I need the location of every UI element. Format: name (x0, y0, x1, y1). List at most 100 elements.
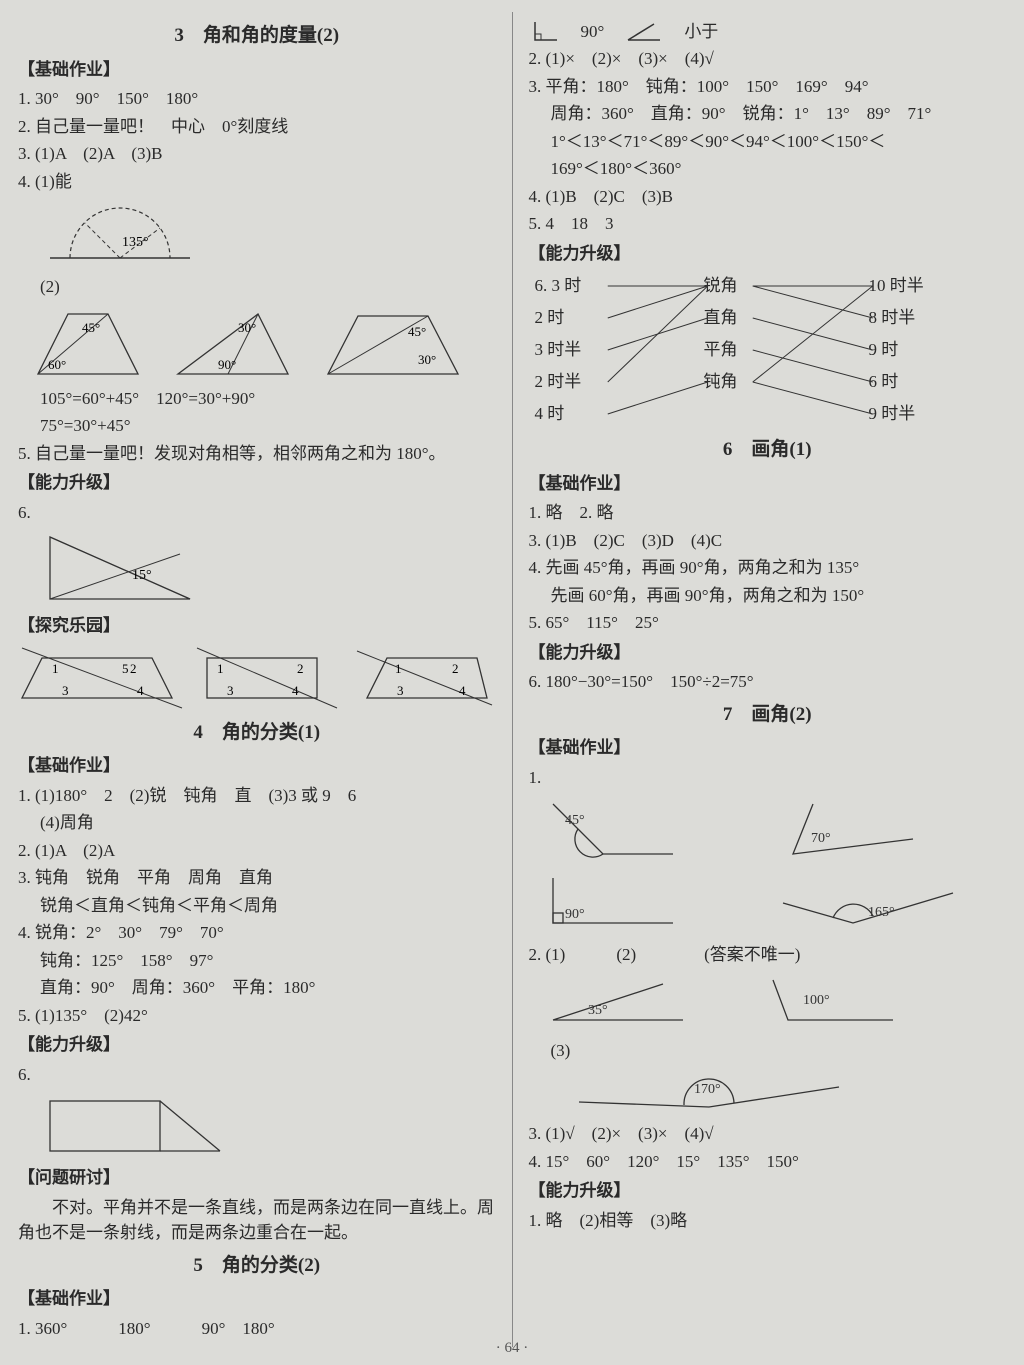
r-q4: 4. (1)B (2)C (3)B (529, 184, 1007, 210)
svg-text:170°: 170° (694, 1082, 721, 1097)
l-q3: 3. (1)A (2)A (3)B (18, 141, 496, 167)
s7-q5: 1. 略 (2)相等 (3)略 (529, 1208, 1007, 1234)
s4-q4b: 钝角：125° 158° 97° (40, 948, 496, 974)
svg-text:30°: 30° (418, 352, 436, 367)
section-5-title: 5 角的分类(2) (18, 1252, 496, 1281)
match-right-0: 10 时半 (869, 270, 924, 302)
svg-text:3: 3 (397, 683, 404, 698)
s4-q3b: 锐角＜直角＜钝角＜平角＜周角 (40, 893, 496, 919)
svg-text:45°: 45° (82, 320, 100, 335)
right-column: 90° 小于 2. (1)× (2)× (3)× (4)√ 3. 平角：180°… (523, 12, 1013, 1347)
s4-q2: 2. (1)A (2)A (18, 838, 496, 864)
heading-ability-7: 【能力升级】 (529, 1178, 1007, 1204)
figure-angle-170: 170° (569, 1067, 1007, 1117)
s6-q3: 3. (1)B (2)C (3)D (4)C (529, 528, 1007, 554)
figure-angles-row1: 45° 70° (533, 794, 1007, 864)
svg-text:60°: 60° (48, 357, 66, 372)
heading-ability-r: 【能力升级】 (529, 241, 1007, 267)
match-left-1: 2 时 (535, 302, 582, 334)
s7-q1: 1. (529, 765, 1007, 791)
l-eq2: 75°=30°+45° (40, 413, 496, 439)
match-mid-1: 直角 (704, 302, 738, 334)
match-right-1: 8 时半 (869, 302, 924, 334)
svg-text:3: 3 (62, 683, 69, 698)
l-q1: 1. 30° 90° 150° 180° (18, 86, 496, 112)
heading-basic-1: 【基础作业】 (18, 57, 496, 83)
section-6-title: 6 画角(1) (529, 436, 1007, 465)
svg-text:2: 2 (452, 661, 459, 676)
s4-q6: 6. (18, 1062, 496, 1088)
s6-q4a: 4. 先画 45°角，再画 90°角，两角之和为 135° (529, 555, 1007, 581)
svg-text:100°: 100° (803, 993, 830, 1008)
page-number: · 64 · (0, 1337, 1024, 1360)
s4-q4c: 直角：90° 周角：360° 平角：180° (40, 975, 496, 1001)
svg-text:90°: 90° (565, 907, 585, 922)
svg-text:2: 2 (130, 661, 137, 676)
s7-q3: 3. (1)√ (2)× (3)× (4)√ (529, 1121, 1007, 1147)
r-top-row: 90° 小于 (529, 18, 1007, 44)
section-4-title: 4 角的分类(1) (18, 719, 496, 748)
l-q4a: 4. (1)能 (18, 169, 496, 195)
figure-explore-shapes: 15 2 34 12 34 12 34 (22, 643, 496, 713)
s6-q4b: 先画 60°角，再画 90°角，两角之和为 150° (551, 583, 1007, 609)
svg-text:4: 4 (459, 683, 466, 698)
r-q3c: 1°＜13°＜71°＜89°＜90°＜94°＜100°＜150°＜ (551, 129, 1007, 155)
r-q5: 5. 4 18 3 (529, 211, 1007, 237)
l-q2: 2. 自己量一量吧！ 中心 0°刻度线 (18, 114, 496, 140)
r-top-90: 90° (581, 19, 605, 45)
match-mid-col: 锐角 直角 平角 钝角 (704, 270, 738, 398)
left-column: 3 角和角的度量(2) 【基础作业】 1. 30° 90° 150° 180° … (12, 12, 502, 1347)
s7-q2: 2. (1) (2) (答案不唯一) (529, 942, 1007, 968)
figure-angles-row3: 35° 100° (533, 972, 1007, 1034)
s6-q6: 6. 180°−30°=150° 150°÷2=75° (529, 669, 1007, 695)
matching-lines (529, 270, 1007, 430)
svg-text:165°: 165° (868, 905, 895, 920)
heading-basic-2: 【基础作业】 (18, 753, 496, 779)
svg-text:45°: 45° (408, 324, 426, 339)
svg-text:30°: 30° (238, 320, 256, 335)
svg-text:15°: 15° (132, 568, 152, 583)
match-right-2: 9 时 (869, 334, 924, 366)
match-left-col: 6. 3 时 2 时 3 时半 2 时半 4 时 (535, 270, 582, 430)
heading-ability-1: 【能力升级】 (18, 470, 496, 496)
match-left-0: 6. 3 时 (535, 270, 582, 302)
match-mid-3: 钝角 (704, 366, 738, 398)
s4-q4: 4. 锐角：2° 30° 79° 70° (18, 920, 496, 946)
svg-text:1: 1 (395, 661, 402, 676)
r-q3a: 3. 平角：180° 钝角：100° 150° 169° 94° (529, 74, 1007, 100)
s4-q1b: (4)周角 (40, 810, 496, 836)
r-q3b: 周角：360° 直角：90° 锐角：1° 13° 89° 71° (551, 101, 1007, 127)
heading-basic-7: 【基础作业】 (529, 735, 1007, 761)
heading-ability-2: 【能力升级】 (18, 1032, 496, 1058)
svg-text:4: 4 (137, 683, 144, 698)
match-mid-0: 锐角 (704, 270, 738, 302)
s7-q2-3: (3) (551, 1038, 1007, 1064)
heading-explore: 【探究乐园】 (18, 613, 496, 639)
r-q3d: 169°＜180°＜360° (551, 156, 1007, 182)
figure-15deg: 15° (40, 529, 496, 609)
figure-three-triangles: 45° 60° 30° 90° 45° 30° (28, 304, 496, 382)
heading-basic-3: 【基础作业】 (18, 1286, 496, 1312)
angle-135-label: 135° (122, 235, 149, 250)
heading-discuss: 【问题研讨】 (18, 1165, 496, 1191)
match-right-col: 10 时半 8 时半 9 时 6 时 9 时半 (869, 270, 924, 430)
s4-q1: 1. (1)180° 2 (2)锐 钝角 直 (3)3 或 9 6 (18, 783, 496, 809)
figure-protractor: 135° (40, 198, 496, 270)
s6-q1: 1. 略 2. 略 (529, 500, 1007, 526)
svg-text:90°: 90° (218, 357, 236, 372)
svg-text:45°: 45° (565, 813, 585, 828)
heading-basic-6: 【基础作业】 (529, 471, 1007, 497)
l-eq1: 105°=60°+45° 120°=30°+90° (40, 386, 496, 412)
match-left-2: 3 时半 (535, 334, 582, 366)
acute-angle-icon (624, 18, 664, 44)
figure-s4-rect (40, 1091, 496, 1161)
matching-diagram: 6. 3 时 2 时 3 时半 2 时半 4 时 锐角 直角 平角 钝角 10 … (529, 270, 1007, 430)
heading-ability-6: 【能力升级】 (529, 640, 1007, 666)
r-q2: 2. (1)× (2)× (3)× (4)√ (529, 46, 1007, 72)
match-right-4: 9 时半 (869, 398, 924, 430)
svg-text:2: 2 (297, 661, 304, 676)
svg-text:5: 5 (122, 661, 129, 676)
match-left-4: 4 时 (535, 398, 582, 430)
l-q6: 6. (18, 500, 496, 526)
r-top-less: 小于 (684, 19, 718, 45)
